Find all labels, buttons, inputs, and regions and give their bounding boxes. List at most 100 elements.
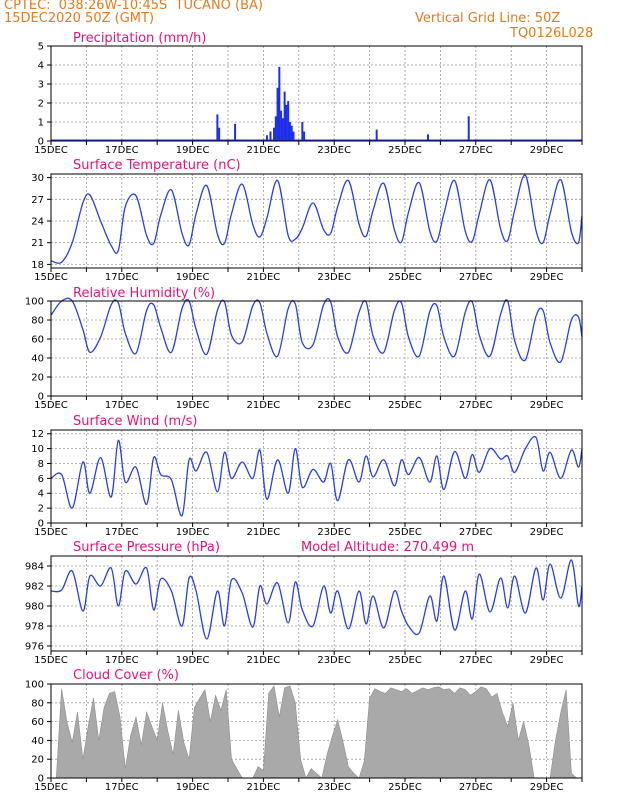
x-tick-label: 29DEC	[530, 655, 564, 666]
precip-bar	[269, 131, 272, 141]
y-tick-label: 5	[38, 42, 44, 53]
y-tick-label: 12	[31, 429, 44, 440]
y-tick-label: 100	[25, 680, 44, 691]
precip-bar	[276, 87, 279, 141]
precip-bar	[375, 129, 378, 141]
x-tick-label: 25DEC	[388, 272, 422, 283]
humidity-title: Relative Humidity (%)	[73, 286, 215, 301]
precip-bar	[278, 66, 281, 141]
temp-panel: 18 21 24 27 30 15DEC 17DEC 19DEC 21DEC 23DEC 25DEC…	[31, 158, 583, 283]
y-tick-label: 2	[38, 99, 44, 110]
x-tick-label: 23DEC	[317, 527, 351, 538]
precip-bar	[301, 122, 304, 141]
x-tick-label: 21DEC	[247, 782, 281, 793]
station-header: CPTEC: 038:26W-10:45S TUCANO (BA)	[4, 0, 263, 13]
y-tick-label: 6	[38, 474, 44, 485]
x-tick-label: 17DEC	[105, 145, 139, 156]
model-altitude-label: Model Altitude: 270.499 m	[301, 540, 474, 555]
x-tick-label: 15DEC	[34, 655, 68, 666]
cloud-frame	[50, 683, 583, 779]
y-tick-label: 10	[31, 444, 44, 455]
wind-frame	[50, 429, 583, 524]
precip-bar	[273, 127, 276, 141]
y-tick-label: 0	[38, 137, 44, 148]
temp-series-line	[50, 174, 583, 264]
humidity-panel: 0 20 40 60 80 100 15DEC 17DEC 19DEC 21DEC 23DEC 25D…	[25, 286, 583, 411]
x-tick-label: 17DEC	[105, 400, 139, 411]
x-tick-label: 25DEC	[388, 655, 422, 666]
y-tick-label: 60	[31, 717, 44, 728]
x-tick-label: 27DEC	[459, 527, 493, 538]
y-tick-label: 0	[38, 774, 44, 785]
y-tick-label: 980	[25, 602, 44, 613]
precip-bar	[427, 134, 430, 141]
precip-panel: 0 1 2 3 4 5 15DEC 17DEC 19DEC 21DEC 23DEC 25DEC 27DE…	[34, 31, 583, 156]
x-tick-label: 27DEC	[459, 400, 493, 411]
y-tick-label: 982	[25, 582, 44, 593]
precip-bar	[467, 116, 470, 141]
x-tick-label: 15DEC	[34, 527, 68, 538]
precip-bar	[265, 135, 268, 141]
y-tick-label: 2	[38, 504, 44, 515]
precip-bar	[274, 116, 277, 141]
x-tick-label: 19DEC	[176, 527, 210, 538]
model-code: TQ0126L028	[510, 26, 594, 41]
y-tick-label: 30	[31, 173, 44, 184]
pressure-series-line	[50, 559, 583, 640]
y-tick-label: 976	[25, 642, 44, 653]
x-tick-label: 15DEC	[34, 145, 68, 156]
y-tick-label: 80	[31, 316, 44, 327]
x-tick-label: 21DEC	[247, 400, 281, 411]
precip-bar	[281, 118, 284, 141]
x-tick-label: 27DEC	[459, 782, 493, 793]
x-tick-label: 29DEC	[530, 782, 564, 793]
pressure-title: Surface Pressure (hPa)	[73, 540, 220, 555]
y-tick-label: 24	[31, 217, 44, 228]
x-tick-label: 17DEC	[105, 272, 139, 283]
date-header: 15DEC2020 50Z (GMT)	[4, 11, 155, 26]
x-tick-label: 15DEC	[34, 782, 68, 793]
wind-title: Surface Wind (m/s)	[73, 414, 197, 429]
temp-title: Surface Temperature (nC)	[73, 158, 241, 173]
x-tick-label: 23DEC	[317, 782, 351, 793]
precip-bar	[292, 131, 295, 141]
cloud-cover-area	[51, 685, 582, 779]
y-tick-label: 60	[31, 335, 44, 346]
cloud-title: Cloud Cover (%)	[73, 668, 179, 683]
precip-frame	[50, 45, 583, 142]
y-tick-label: 100	[25, 297, 44, 308]
x-tick-label: 27DEC	[459, 272, 493, 283]
x-tick-label: 23DEC	[317, 145, 351, 156]
x-tick-label: 25DEC	[388, 527, 422, 538]
cloud-panel: 0 20 40 60 80 100 15DEC 17DEC 19DEC 21DEC 23DEC 25D…	[25, 668, 583, 793]
x-tick-label: 29DEC	[530, 272, 564, 283]
y-tick-label: 984	[25, 562, 44, 573]
x-tick-label: 29DEC	[530, 527, 564, 538]
x-tick-label: 19DEC	[176, 145, 210, 156]
x-tick-label: 27DEC	[459, 655, 493, 666]
precip-bar	[218, 127, 221, 141]
y-tick-label: 4	[38, 61, 44, 72]
pressure-panel: 976 978 980 982 984 15DEC 17DEC 19DEC 21DEC 23DEC…	[25, 540, 583, 666]
precip-bar	[290, 125, 293, 141]
x-tick-label: 21DEC	[247, 272, 281, 283]
precip-bar	[283, 91, 286, 141]
x-tick-label: 27DEC	[459, 145, 493, 156]
x-tick-label: 19DEC	[176, 655, 210, 666]
y-tick-label: 1	[38, 118, 44, 129]
x-tick-label: 21DEC	[247, 527, 281, 538]
y-tick-label: 0	[38, 519, 44, 530]
x-tick-label: 21DEC	[247, 145, 281, 156]
y-tick-label: 18	[31, 260, 44, 271]
precip-bar	[285, 104, 288, 141]
humidity-series-line	[50, 297, 583, 364]
precip-bar	[287, 101, 290, 141]
wind-panel: 0 2 4 6 8 10 12 15DEC 17DEC 19DEC 21DEC 23DEC 25DEC 2…	[31, 414, 583, 538]
x-tick-label: 29DEC	[530, 400, 564, 411]
x-tick-label: 21DEC	[247, 655, 281, 666]
y-tick-label: 20	[31, 755, 44, 766]
y-tick-label: 21	[31, 238, 44, 249]
x-tick-label: 25DEC	[388, 782, 422, 793]
x-tick-label: 17DEC	[105, 655, 139, 666]
